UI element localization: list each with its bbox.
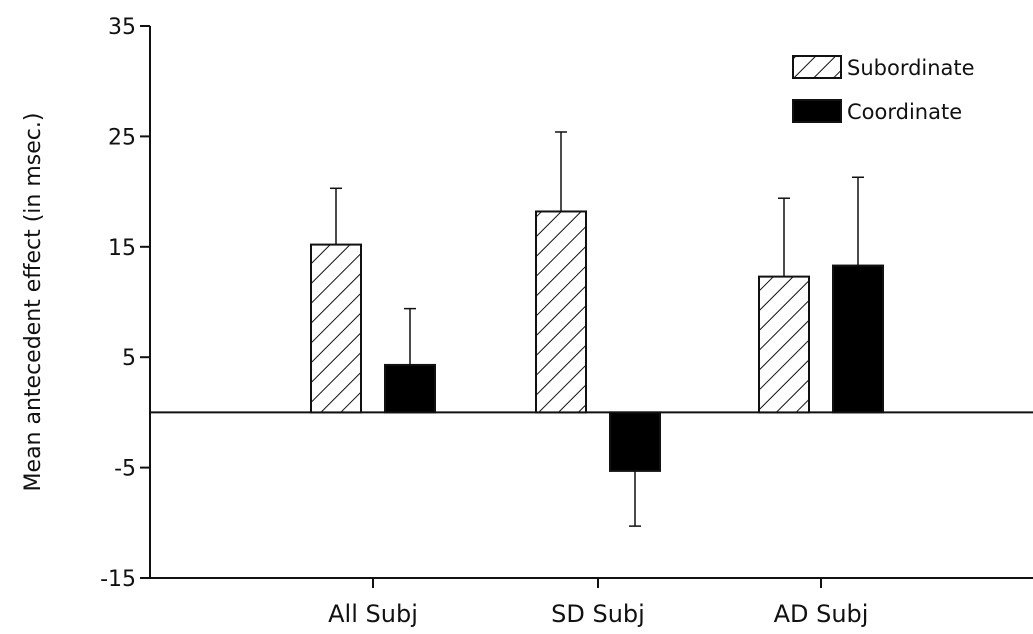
x-tick-label: SD Subj [551,600,645,628]
legend-swatch-subordinate [792,55,842,79]
legend-swatch-coordinate [792,99,842,123]
y-tick-label: 15 [108,236,136,261]
y-tick-label: 25 [108,125,136,150]
legend-label-subordinate: Subordinate [847,56,975,80]
axes: 35 25 15 5 -5 -15 All Subj SD Subj AD Subj [100,15,1033,628]
y-tick-label: -5 [114,457,136,482]
bar-coordinate-1 [609,411,661,472]
bars [310,210,884,472]
bar-subordinate-0 [310,243,362,414]
bar-coordinate-0 [384,363,436,414]
y-tick-label: 35 [108,15,136,40]
bar-subordinate-1 [535,210,587,414]
y-tick-label: 5 [122,346,136,371]
y-tick-label: -15 [100,567,136,592]
legend: Subordinate Coordinate [792,55,975,124]
x-tick-label: All Subj [328,600,418,628]
legend-label-coordinate: Coordinate [847,100,962,124]
bar-coordinate-2 [832,264,884,414]
error-bars [330,131,864,527]
y-axis-label: Mean antecedent effect (in msec.) [21,113,46,492]
bar-subordinate-2 [758,275,810,414]
x-tick-label: AD Subj [774,600,869,628]
